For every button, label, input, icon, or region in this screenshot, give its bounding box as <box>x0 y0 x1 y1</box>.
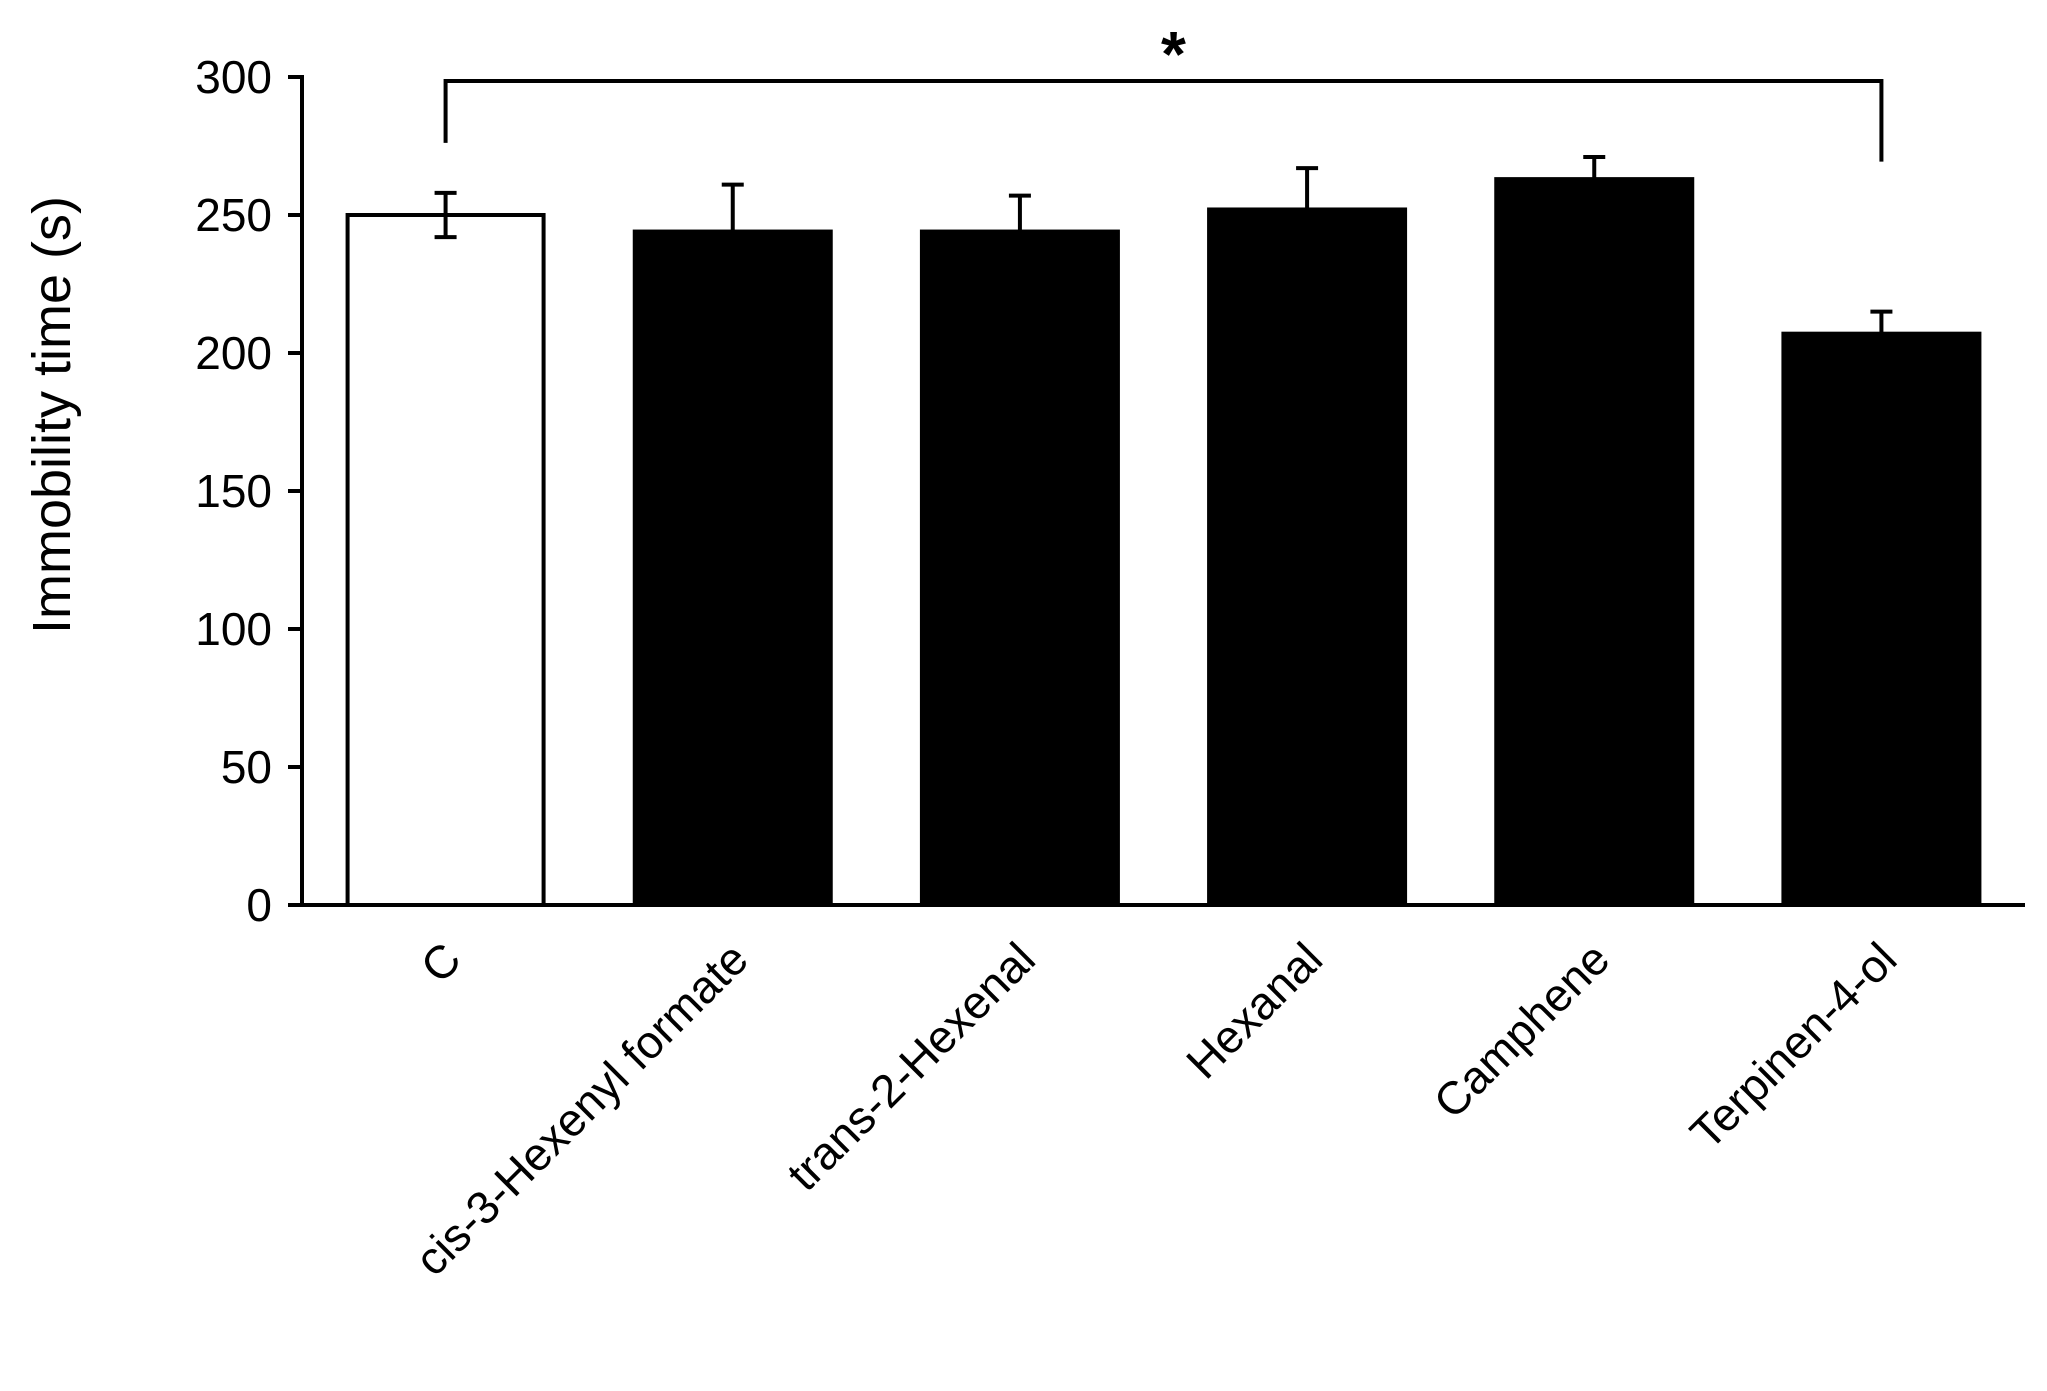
y-axis: 0 50 100 150 200 250 300 <box>195 51 304 931</box>
significance-label-0: * <box>1161 18 1186 90</box>
bar-4 <box>1494 177 1695 907</box>
y-tick-label: 100 <box>195 603 272 655</box>
x-category-label-3: Hexanal <box>1176 932 1332 1088</box>
bars <box>345 177 1982 908</box>
bar-2 <box>919 229 1120 907</box>
x-category-label-4: Camphene <box>1423 932 1619 1128</box>
y-tick-label: 150 <box>195 465 272 517</box>
bar-0 <box>345 213 546 907</box>
x-category-label-2: trans-2-Hexenal <box>777 932 1045 1200</box>
y-tick-label: 200 <box>195 327 272 379</box>
y-tick-label: 0 <box>246 879 272 931</box>
error-bars <box>434 155 1893 334</box>
x-category-label-0: C <box>410 932 470 992</box>
significance-annotation: * <box>443 18 1884 162</box>
bar-5 <box>1781 331 1982 907</box>
y-tick-label: 300 <box>195 51 272 103</box>
y-tick-label: 250 <box>195 189 272 241</box>
bar-3 <box>1207 207 1408 908</box>
bar-1 <box>632 229 833 907</box>
x-category-label-5: Terpinen-4-ol <box>1680 932 1907 1159</box>
significance-bracket-0 <box>443 79 1884 162</box>
y-axis-title: Immobility time (s) <box>22 196 82 634</box>
y-tick-label: 50 <box>221 741 272 793</box>
x-category-label-1: cis-3-Hexenyl formate <box>405 932 758 1285</box>
